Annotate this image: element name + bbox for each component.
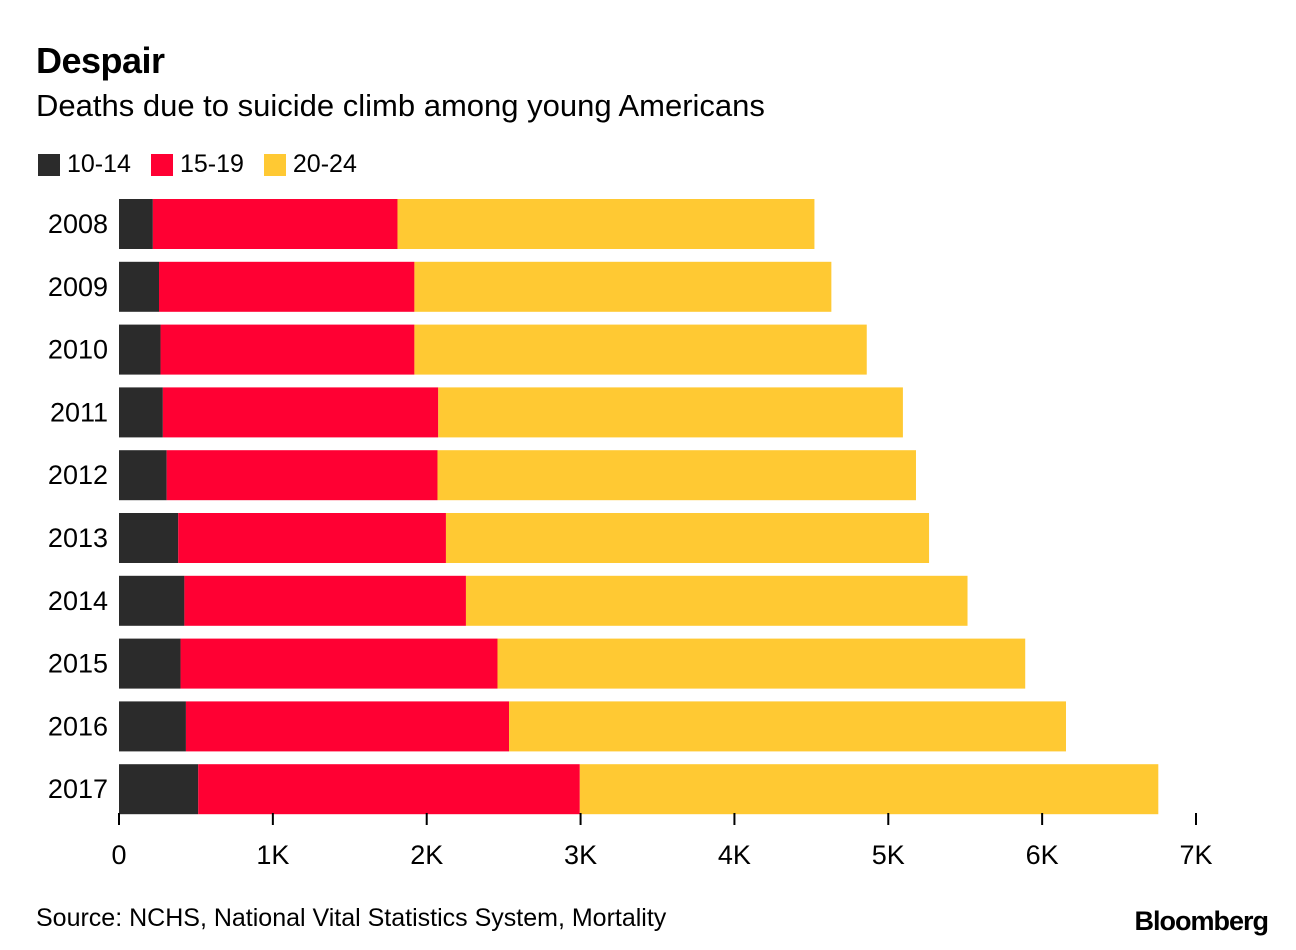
- y-tick-label-2015: 2015: [48, 649, 108, 679]
- y-tick-label-2013: 2013: [48, 523, 108, 553]
- legend-label-10-14: 10-14: [67, 150, 131, 178]
- chart-title: Despair: [36, 40, 165, 81]
- bar-2008-20-24: [397, 199, 815, 249]
- bar-2017-10-14: [119, 764, 199, 815]
- bar-2013-20-24: [445, 513, 930, 563]
- legend-item-20-24: 20-24: [263, 150, 357, 179]
- bar-2011-20-24: [438, 387, 903, 438]
- legend-label-15-19: 15-19: [179, 150, 244, 178]
- legend-swatch-20-24: [263, 153, 286, 176]
- bar-2014-10-14: [119, 575, 185, 626]
- x-tick-label-4K: 4K: [718, 840, 751, 870]
- y-tick-label-2014: 2014: [48, 586, 108, 616]
- bar-2014-20-24: [465, 575, 968, 626]
- legend-swatch-10-14: [38, 153, 60, 176]
- y-tick-label-2017: 2017: [48, 774, 108, 804]
- legend-item-15-19: 15-19: [150, 150, 244, 179]
- legend-swatch-15-19: [150, 153, 173, 176]
- bar-2014-15-19: [184, 575, 466, 626]
- x-tick-label-5K: 5K: [872, 840, 905, 870]
- y-tick-label-2011: 2011: [50, 397, 108, 427]
- bar-2012-15-19: [166, 450, 438, 501]
- bar-2011-10-14: [119, 387, 163, 438]
- bar-2011-15-19: [162, 387, 439, 438]
- bar-2009-10-14: [119, 261, 160, 312]
- legend: 10-14 15-19 20-24: [38, 150, 377, 179]
- x-tick-label-3K: 3K: [564, 840, 597, 870]
- bar-2015-15-19: [180, 638, 498, 689]
- y-tick-label-2012: 2012: [48, 460, 108, 490]
- bar-2015-10-14: [119, 638, 181, 689]
- y-tick-label-2016: 2016: [48, 711, 108, 741]
- bar-2015-20-24: [497, 638, 1026, 689]
- bar-2017-20-24: [579, 764, 1159, 815]
- legend-label-20-24: 20-24: [292, 150, 357, 178]
- bar-2012-20-24: [437, 450, 916, 501]
- y-tick-label-2009: 2009: [48, 272, 108, 302]
- x-tick-label-1K: 1K: [256, 840, 289, 870]
- source-note: Source: NCHS, National Vital Statistics …: [36, 904, 667, 932]
- legend-item-10-14: 10-14: [38, 150, 131, 179]
- bar-2016-10-14: [119, 701, 186, 752]
- bar-2016-15-19: [185, 701, 510, 752]
- bar-2008-10-14: [119, 199, 153, 249]
- y-tick-label-2010: 2010: [48, 335, 108, 365]
- bar-2009-20-24: [414, 261, 832, 312]
- bar-2013-15-19: [178, 513, 446, 563]
- bar-2008-15-19: [152, 199, 398, 249]
- bar-2013-10-14: [119, 513, 179, 563]
- bar-2012-10-14: [119, 450, 167, 501]
- bar-2017-15-19: [198, 764, 580, 815]
- chart-subtitle: Deaths due to suicide climb among young …: [36, 88, 765, 123]
- x-tick-label-2K: 2K: [410, 840, 443, 870]
- bar-2009-15-19: [159, 261, 415, 312]
- x-tick-label-0: 0: [111, 840, 126, 870]
- x-tick-label-6K: 6K: [1026, 840, 1059, 870]
- bar-2010-20-24: [414, 324, 867, 375]
- x-tick-label-7K: 7K: [1179, 840, 1212, 870]
- bar-2010-15-19: [160, 324, 415, 375]
- bloomberg-logo: Bloomberg: [1134, 906, 1269, 936]
- bar-2010-10-14: [119, 324, 161, 375]
- y-tick-label-2008: 2008: [48, 209, 108, 239]
- bar-2016-20-24: [509, 701, 1066, 752]
- stacked-bar-chart: 2008 2009 2010 2011 2012 2013 2014 2015 2016 2017…: [48, 199, 1213, 870]
